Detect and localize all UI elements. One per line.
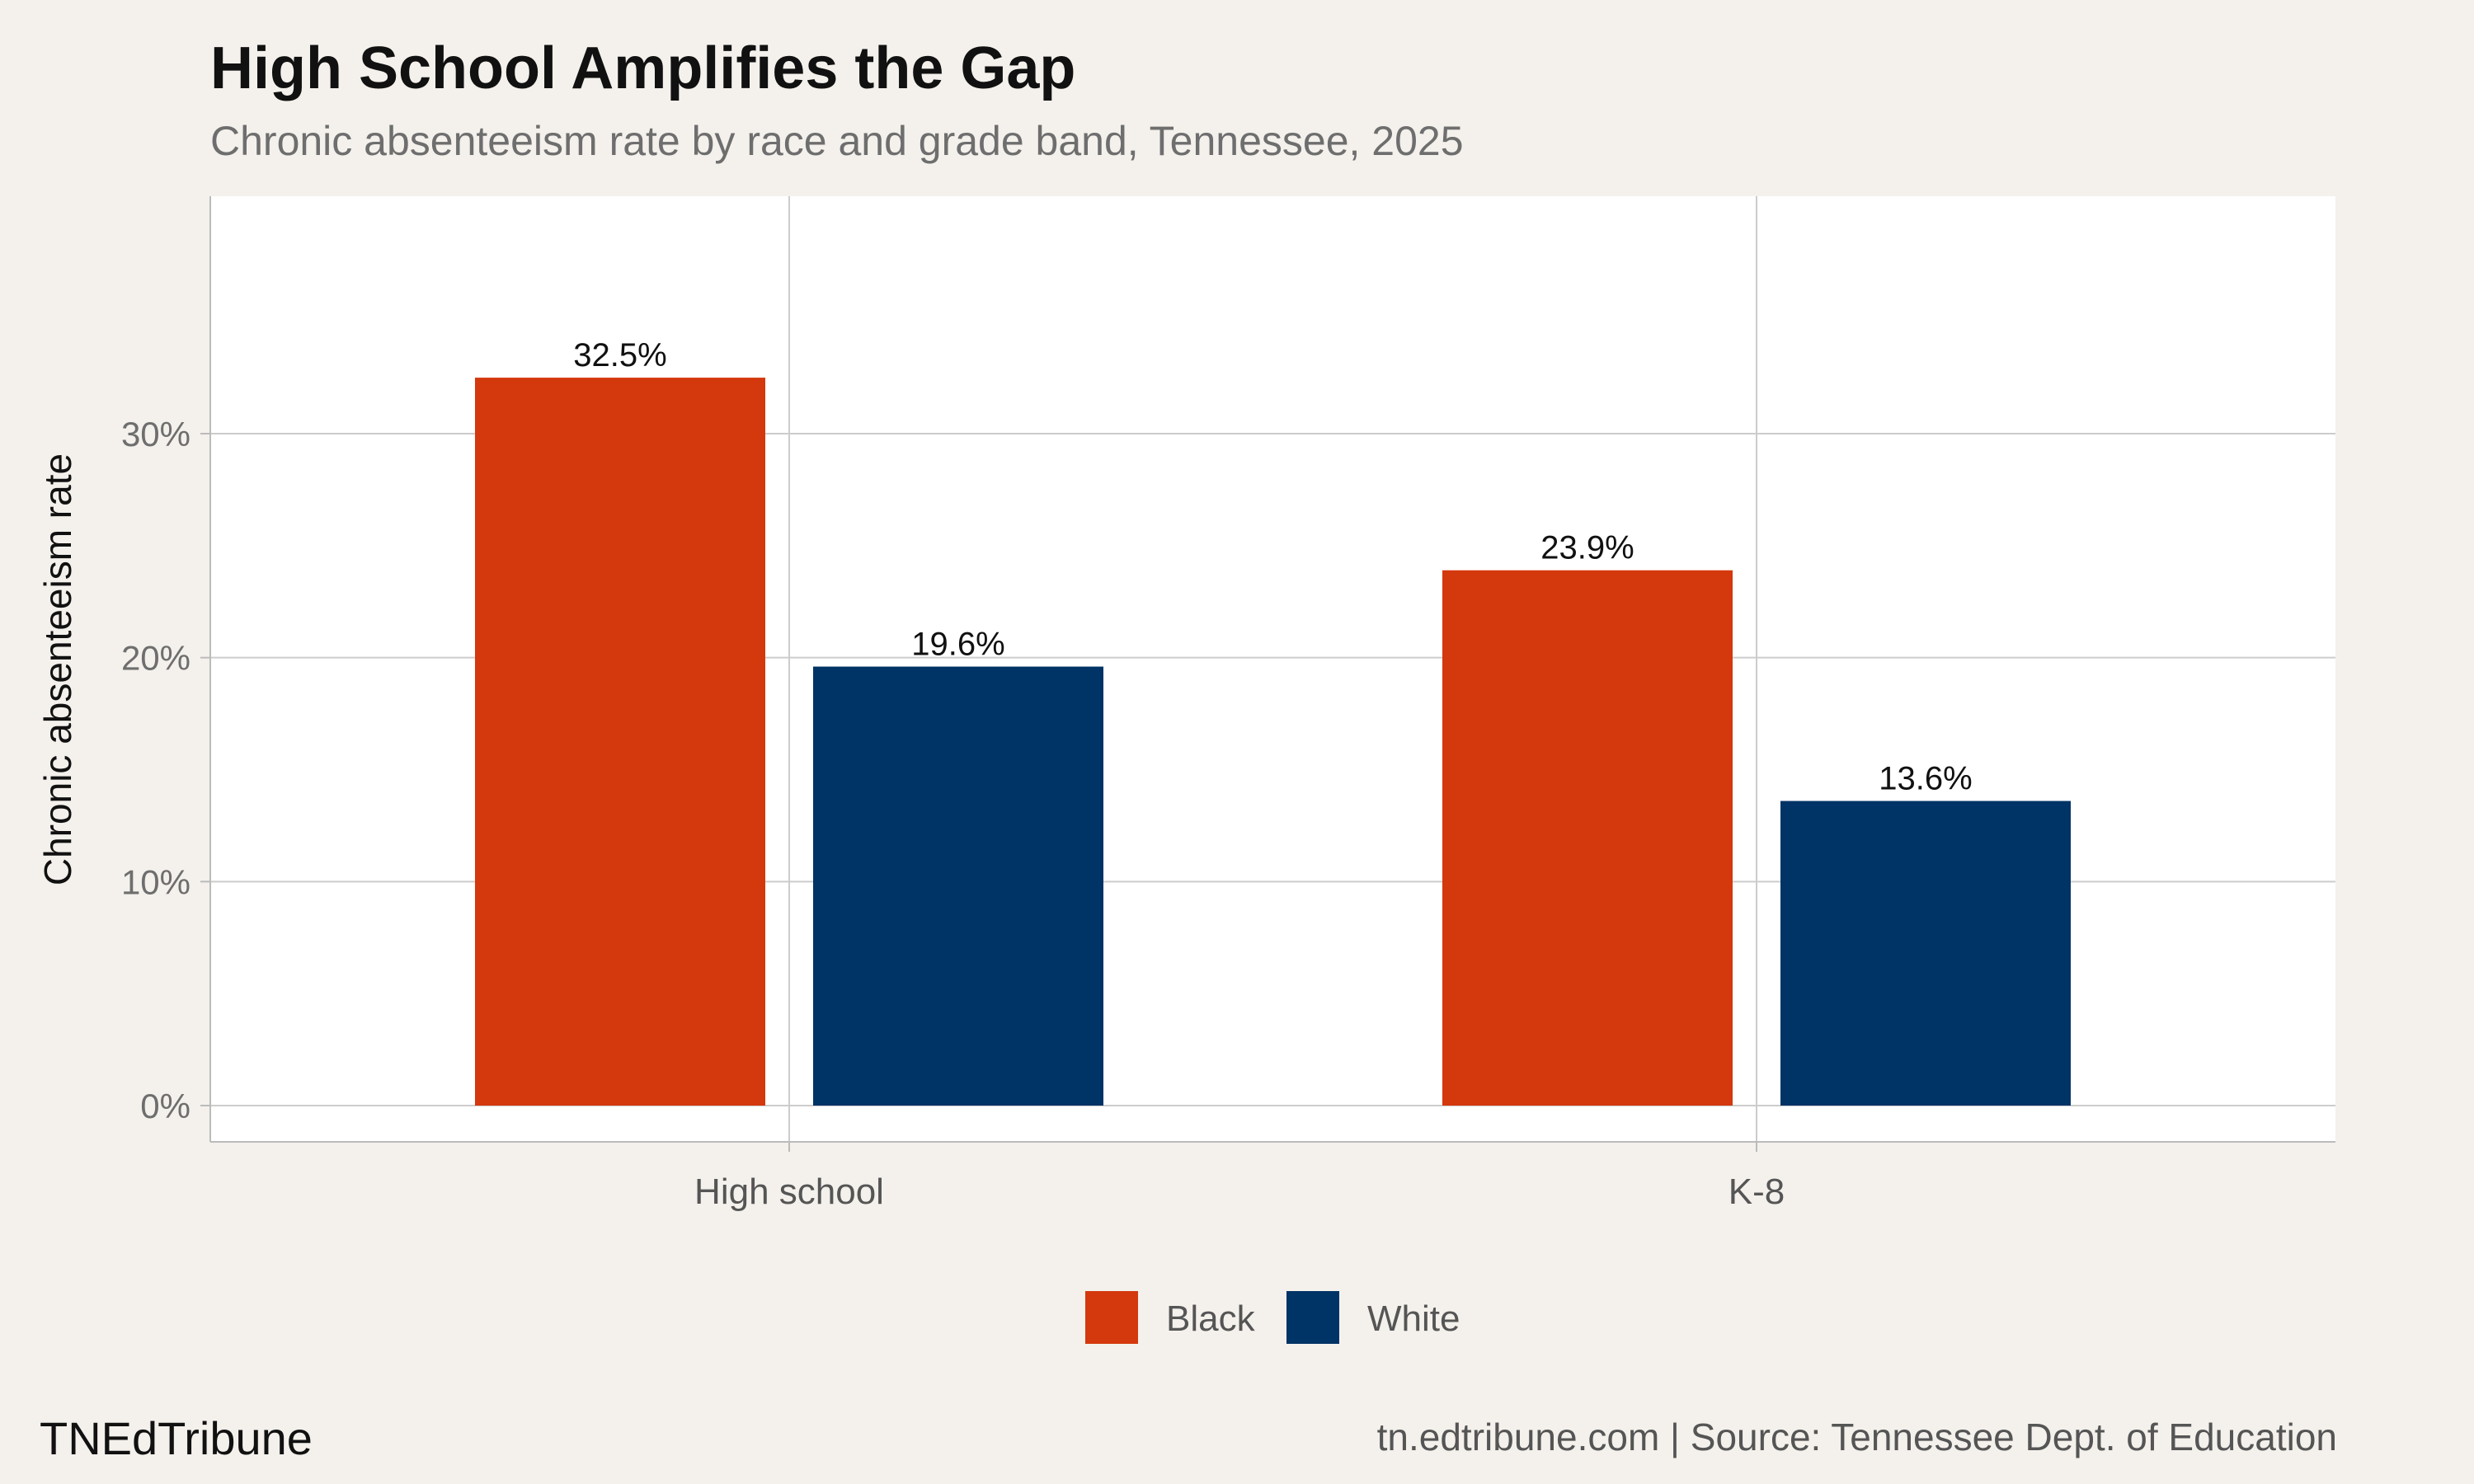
y-tick-label: 0% bbox=[140, 1087, 190, 1125]
x-tick-label: High school bbox=[694, 1172, 884, 1212]
legend-swatch-white bbox=[1286, 1291, 1339, 1344]
data-label: 23.9% bbox=[1540, 530, 1634, 566]
chart-title: High School Amplifies the Gap bbox=[210, 35, 1076, 101]
chart-subtitle: Chronic absenteeism rate by race and gra… bbox=[210, 118, 1464, 164]
y-tick-label: 10% bbox=[121, 862, 190, 901]
bar-white-k-8 bbox=[1780, 801, 2071, 1106]
source-credit: tn.edtribune.com | Source: Tennessee Dep… bbox=[1376, 1416, 2337, 1458]
bar-black-high-school bbox=[475, 378, 765, 1106]
bar-white-high-school bbox=[813, 666, 1103, 1106]
y-tick-label: 30% bbox=[121, 415, 190, 453]
x-tick-label: K-8 bbox=[1729, 1172, 1785, 1212]
data-label: 32.5% bbox=[573, 337, 666, 373]
data-label: 19.6% bbox=[911, 627, 1004, 663]
y-axis-title: Chronic absenteeism rate bbox=[36, 453, 79, 885]
legend-swatch-black bbox=[1085, 1291, 1138, 1344]
y-tick-label: 20% bbox=[121, 639, 190, 678]
data-label: 13.6% bbox=[1879, 761, 1972, 797]
legend-label-white: White bbox=[1367, 1298, 1460, 1339]
bar-black-k-8 bbox=[1442, 570, 1733, 1106]
legend-label-black: Black bbox=[1166, 1298, 1256, 1339]
brand-logo-text: TNEdTribune bbox=[40, 1412, 313, 1464]
